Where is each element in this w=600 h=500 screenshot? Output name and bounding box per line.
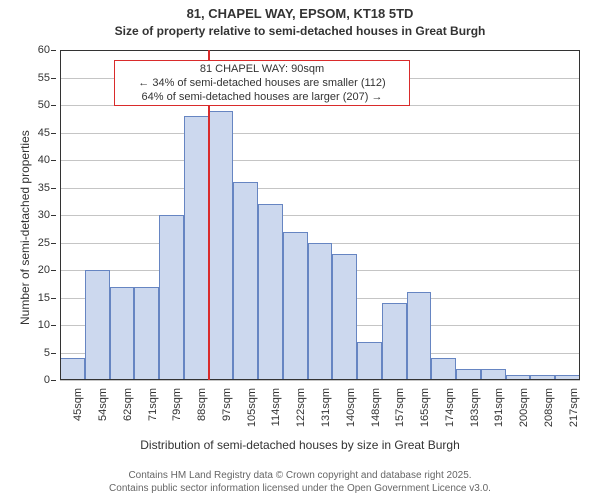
bar — [134, 287, 159, 381]
footer-line-2: Contains public sector information licen… — [0, 483, 600, 496]
bar — [184, 116, 209, 380]
bar — [530, 375, 555, 381]
bar — [60, 358, 85, 380]
bar — [159, 215, 184, 380]
bar — [357, 342, 382, 381]
annotation-box: 81 CHAPEL WAY: 90sqm ← 34% of semi-detac… — [114, 60, 410, 106]
x-axis-label: Distribution of semi-detached houses by … — [0, 438, 600, 452]
bar — [456, 369, 481, 380]
y-axis-label: Number of semi-detached properties — [18, 130, 32, 325]
gridline — [60, 380, 580, 381]
annotation-line-2: ← 34% of semi-detached houses are smalle… — [119, 77, 405, 91]
bar — [308, 243, 333, 381]
bar — [407, 292, 432, 380]
annotation-line-3: 64% of semi-detached houses are larger (… — [119, 91, 405, 105]
y-tick-label: 50 — [0, 99, 50, 111]
chart-subtitle: Size of property relative to semi-detach… — [0, 24, 600, 38]
bar — [233, 182, 258, 380]
bar — [506, 375, 531, 381]
bar — [209, 111, 234, 381]
bar — [283, 232, 308, 381]
bar — [332, 254, 357, 381]
footer-attribution: Contains HM Land Registry data © Crown c… — [0, 470, 600, 495]
bar — [258, 204, 283, 380]
bar — [481, 369, 506, 380]
bar — [85, 270, 110, 380]
footer-line-1: Contains HM Land Registry data © Crown c… — [0, 470, 600, 483]
y-tick-label: 60 — [0, 44, 50, 56]
bar — [555, 375, 580, 381]
annotation-line-1: 81 CHAPEL WAY: 90sqm — [119, 63, 405, 77]
y-tick-label: 5 — [0, 347, 50, 359]
chart-title: 81, CHAPEL WAY, EPSOM, KT18 5TD — [0, 6, 600, 21]
bar — [110, 287, 135, 381]
y-tick-label: 55 — [0, 72, 50, 84]
bar — [431, 358, 456, 380]
bar — [382, 303, 407, 380]
y-tick-label: 0 — [0, 374, 50, 386]
